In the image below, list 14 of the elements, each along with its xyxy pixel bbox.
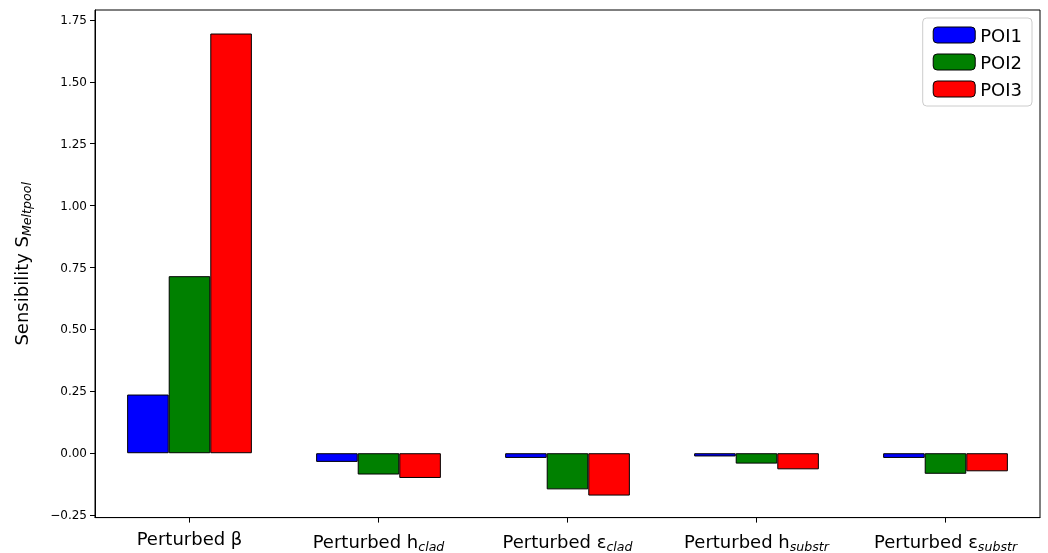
y-axis-title: Sensibility SMeltpool — [10, 181, 34, 346]
y-tick-label: 1.50 — [60, 74, 87, 89]
legend-label: POI2 — [980, 51, 1023, 73]
y-tick-label: −0.25 — [50, 508, 87, 523]
y-tick-label: 0.25 — [60, 384, 87, 399]
y-tick-label: 0.50 — [60, 322, 87, 337]
y-tick-label: 1.75 — [60, 12, 87, 27]
y-tick-label: 1.00 — [60, 198, 87, 213]
y-tick-label: 1.25 — [60, 136, 87, 151]
legend-label: POI1 — [980, 24, 1023, 46]
x-tick-label: Perturbed β — [136, 528, 243, 550]
y-tick-label: 0.75 — [60, 260, 87, 275]
legend-label: POI3 — [980, 78, 1023, 100]
y-tick-label: 0.00 — [60, 446, 87, 461]
